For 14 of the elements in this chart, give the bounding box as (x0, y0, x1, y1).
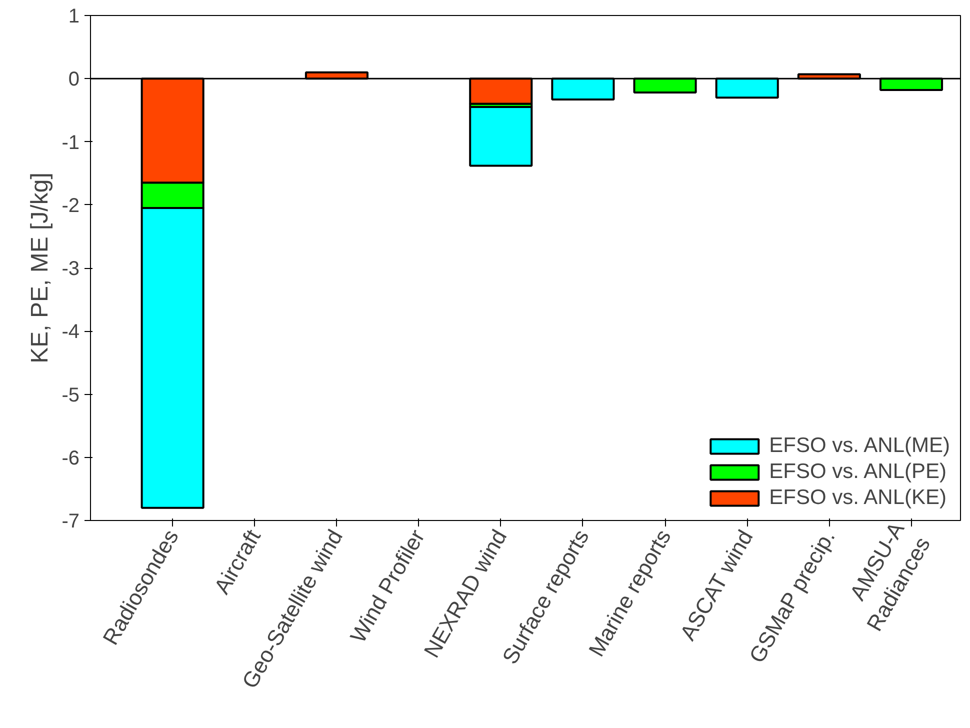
y-tick-label: -2 (62, 194, 80, 217)
legend-label: EFSO vs. ANL(KE) (769, 486, 947, 510)
legend-label: EFSO vs. ANL(ME) (769, 434, 950, 458)
y-tick-label: -7 (62, 510, 80, 532)
y-tick-label: 0 (68, 68, 80, 91)
y-tick-label: -6 (62, 447, 80, 470)
y-tick-label: -1 (62, 132, 80, 154)
bar (469, 106, 533, 167)
y-tick-label: 1 (68, 6, 80, 28)
y-tick-label: -5 (62, 384, 80, 406)
y-axis-title: KE, PE, ME [J/kg] (26, 172, 54, 364)
y-tick-label: -4 (62, 321, 80, 344)
legend-label: EFSO vs. ANL(PE) (769, 460, 947, 484)
y-tick-label: -3 (62, 258, 80, 280)
